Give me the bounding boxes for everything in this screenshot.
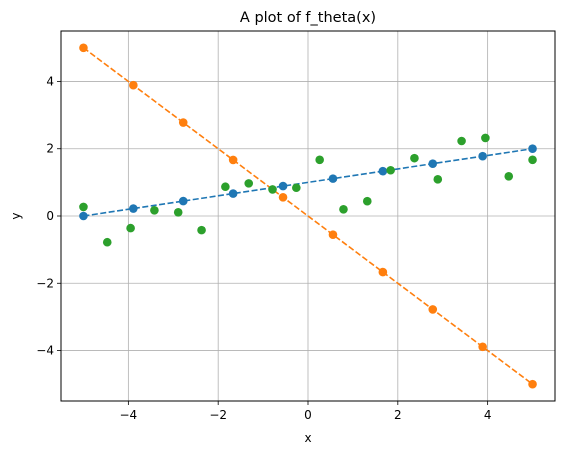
series-0-point <box>428 159 438 168</box>
axis-ticks: −4 −2 0 2 4 −4 −2 0 2 4 <box>36 74 491 422</box>
series-0-point <box>129 204 138 213</box>
series-1-point <box>178 118 188 127</box>
series-2-point <box>315 155 324 165</box>
series-2-point <box>504 172 514 181</box>
series-2-point <box>268 185 277 194</box>
series-2-point <box>244 179 254 188</box>
series-0-point <box>478 151 487 161</box>
series-1-point <box>478 342 487 352</box>
series-1-point <box>428 305 438 314</box>
y-tick-label: 2 <box>46 142 54 156</box>
series-0-point <box>328 174 338 183</box>
series-1-point <box>228 155 238 165</box>
series-0-point <box>178 196 188 206</box>
series-1-point <box>528 379 537 389</box>
series-2-point <box>150 205 159 215</box>
y-tick-label: 0 <box>46 209 54 223</box>
series-2-point <box>79 202 88 212</box>
series-1-line <box>82 47 534 385</box>
series-1-point <box>378 267 388 277</box>
series-2-point <box>481 133 490 143</box>
x-tick-label: 0 <box>304 408 312 422</box>
x-axis-label: x <box>304 431 311 445</box>
grid <box>61 31 555 401</box>
series-2-point <box>102 237 112 247</box>
chart-title: A plot of f_theta(x) <box>240 10 376 26</box>
series-2-point <box>173 208 183 217</box>
x-tick-label: −2 <box>209 408 227 422</box>
series-0-line <box>83 147 533 217</box>
series-0-point <box>378 166 388 176</box>
series-1-point <box>129 80 138 90</box>
series-2-point <box>221 182 230 192</box>
series-1-point <box>79 43 88 53</box>
x-tick-label: −4 <box>120 408 138 422</box>
series-2-point <box>197 225 206 235</box>
series-0-point <box>228 189 238 198</box>
y-tick-label: −4 <box>36 344 54 358</box>
series-2-point <box>433 175 443 184</box>
series-2-point <box>528 155 537 165</box>
series-2-point <box>457 136 466 146</box>
series-2-point <box>292 183 301 193</box>
series-2-point <box>339 204 348 214</box>
series-0-point <box>528 144 537 154</box>
series-0-point <box>79 211 88 221</box>
series-1-point <box>278 192 288 202</box>
x-tick-label: 4 <box>484 408 492 422</box>
series-2-point <box>362 196 372 206</box>
x-tick-label: 2 <box>394 408 402 422</box>
y-tick-label: −2 <box>36 276 54 290</box>
series-2-point <box>126 223 135 233</box>
y-axis-label: y <box>9 212 23 219</box>
series-2-point <box>386 165 395 175</box>
y-tick-label: 4 <box>46 74 54 88</box>
plot-area <box>79 43 537 389</box>
series-2-point <box>410 153 419 163</box>
series-1-point <box>328 230 338 240</box>
series-0-point <box>278 181 288 191</box>
